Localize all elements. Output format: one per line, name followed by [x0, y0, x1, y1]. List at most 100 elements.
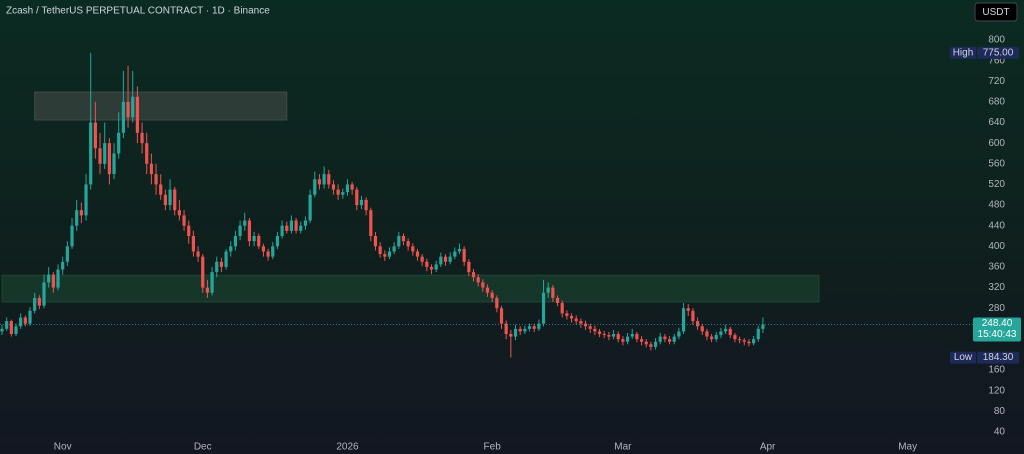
candle-body	[663, 336, 667, 340]
candle-body	[201, 256, 205, 288]
candle-body	[79, 210, 83, 216]
x-tick-label: Nov	[54, 442, 72, 453]
candle-body	[313, 179, 317, 195]
candle-body	[429, 266, 434, 270]
candle-body	[411, 246, 415, 252]
candle-body	[532, 326, 536, 329]
candle-body	[471, 272, 476, 278]
y-tick-label: 80	[994, 406, 1006, 417]
candle-body	[107, 143, 111, 175]
candle-body	[686, 308, 690, 311]
candle-body	[205, 287, 210, 293]
candle-body	[9, 321, 13, 334]
candle-body	[299, 225, 303, 231]
candle-body	[93, 122, 97, 149]
candle-body	[392, 246, 396, 252]
countdown-label: 15:40:43	[978, 329, 1017, 340]
y-tick-label: 720	[988, 76, 1005, 87]
x-tick-label: Mar	[614, 442, 632, 453]
x-tick-label: Dec	[194, 442, 212, 453]
candle-body	[742, 340, 746, 342]
candle-body	[593, 328, 597, 332]
candle-body	[565, 313, 569, 316]
candle-body	[373, 236, 378, 247]
candle-body	[443, 256, 448, 262]
candle-body	[261, 246, 266, 252]
candle-body	[215, 261, 219, 273]
candle-body	[112, 153, 116, 175]
candle-body	[61, 261, 65, 270]
candle-body	[425, 261, 429, 267]
candle-body	[233, 236, 238, 247]
low-badge	[977, 351, 1019, 364]
currency-label[interactable]: USDT	[982, 7, 1009, 18]
candle-body	[677, 331, 681, 337]
candle-body	[574, 318, 578, 322]
y-tick-label: 640	[988, 117, 1005, 128]
candle-body	[47, 274, 51, 283]
candle-body	[635, 334, 639, 340]
y-tick-label: 360	[988, 262, 1005, 273]
candle-body	[737, 339, 742, 341]
candle-body	[705, 331, 709, 337]
high-tag-label: High	[953, 48, 974, 59]
x-tick-label: May	[898, 442, 917, 453]
chart-title: Zcash / TetherUS PERPETUAL CONTRACT · 1D…	[6, 6, 270, 17]
candle-body	[252, 236, 256, 242]
candle-body	[667, 339, 672, 342]
candle-body	[401, 236, 406, 242]
y-tick-label: 520	[988, 179, 1005, 190]
candle-body	[560, 303, 564, 314]
zone	[1, 274, 820, 303]
candle-body	[317, 179, 322, 185]
candle-body	[523, 328, 527, 332]
candle-body	[695, 321, 700, 327]
y-tick-label: 560	[988, 158, 1005, 169]
y-tick-label: 120	[988, 385, 1005, 396]
candle-body	[19, 317, 23, 327]
candle-body	[406, 241, 410, 247]
candle-body	[0, 328, 4, 332]
x-tick-label: 2026	[336, 442, 359, 453]
candle-body	[588, 326, 592, 329]
y-tick-label: 480	[988, 200, 1005, 211]
high-tag	[950, 46, 976, 59]
low-value-label: 184.30	[983, 352, 1014, 363]
y-tick-label: 800	[988, 35, 1005, 46]
candle-body	[280, 225, 284, 236]
candle-body	[210, 272, 214, 293]
candle-body	[681, 308, 686, 332]
candle-body	[131, 96, 135, 118]
candle-body	[341, 192, 345, 195]
candle-body	[355, 189, 359, 206]
candle-body	[485, 287, 490, 293]
candle-body	[434, 264, 438, 270]
candle-body	[602, 334, 606, 336]
candle-body	[467, 261, 471, 273]
candle-body	[84, 184, 88, 216]
candle-body	[14, 326, 18, 334]
candle-body	[191, 236, 196, 252]
currency-button[interactable]	[974, 2, 1018, 22]
candle-body	[714, 335, 718, 340]
last-price-label: 248.40	[982, 318, 1013, 329]
candle-body	[345, 184, 350, 193]
x-tick-label: Apr	[760, 442, 776, 453]
candle-body	[481, 282, 485, 288]
candle-body	[117, 132, 121, 154]
candle-body	[266, 251, 270, 257]
candle-body	[415, 251, 420, 257]
high-value-label: 775.00	[983, 48, 1014, 59]
candle-body	[327, 174, 331, 185]
candle-body	[275, 236, 280, 247]
y-tick-label: 680	[988, 97, 1005, 108]
candle-body	[644, 341, 648, 345]
y-tick-label: 760	[988, 55, 1005, 66]
candle-body	[51, 274, 55, 288]
candle-body	[121, 101, 125, 133]
candle-body	[145, 143, 149, 164]
candle-body	[420, 256, 424, 262]
